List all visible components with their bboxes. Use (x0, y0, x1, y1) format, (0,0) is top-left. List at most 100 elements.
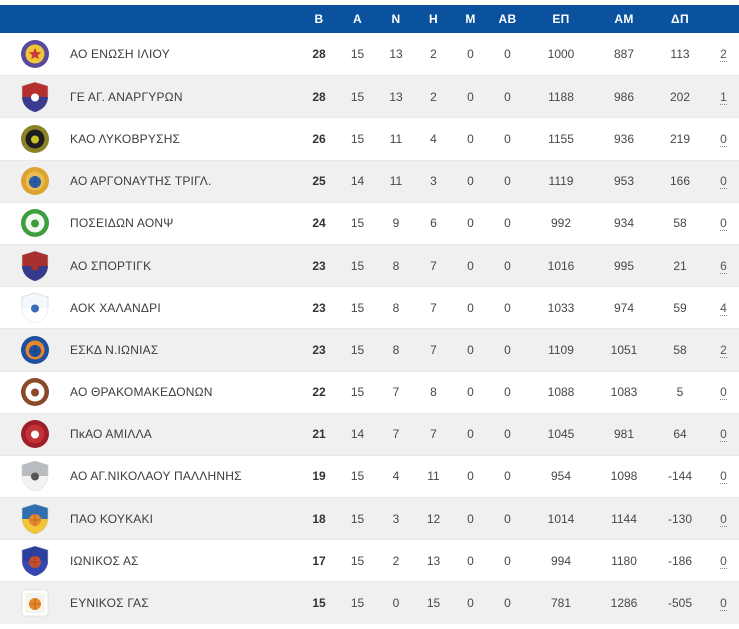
team-name-link[interactable]: ΑΟ ΑΓ.ΝΙΚΟΛΑΟΥ ΠΑΛΛΗΝΗΣ (70, 469, 242, 484)
extra-cell: 0 (708, 467, 739, 485)
stat-points-for: 1014 (547, 511, 575, 526)
stat-wins: 2 (392, 553, 400, 568)
table-row: ΑΟ ΣΠΟΡΤΙΓΚ 23 15 8 7 0 0 1016 995 21 6 (0, 243, 739, 287)
stat-losses: 7 (430, 427, 437, 442)
stat-forfeits: 0 (467, 427, 474, 442)
table-header-row: Β Α Ν Η Μ ΑΒ ΕΠ ΑΜ ΔΠ (0, 5, 739, 33)
stat-points-against: 1083 (610, 385, 638, 400)
extra-cell: 0 (708, 425, 739, 443)
team-name-link[interactable]: ΕΥΝΙΚΟΣ ΓΑΣ (70, 596, 149, 611)
team-name-link[interactable]: ΚΑΟ ΛΥΚΟΒΡΥΣΗΣ (70, 131, 181, 146)
stat-points-for: 994 (550, 553, 572, 568)
stat-forfeits: 0 (467, 47, 474, 62)
table-row: ΑΟ ΘΡΑΚΟΜΑΚΕΔΟΝΩΝ 22 15 7 8 0 0 1088 108… (0, 370, 739, 413)
extra-stat-tooltip-link[interactable]: 0 (720, 427, 727, 443)
column-header-Α: Α (353, 12, 362, 26)
stat-ab: 0 (504, 131, 511, 146)
stat-point-diff: 64 (673, 427, 687, 442)
table-row: ΠΑΟ ΚΟΥΚΑΚΙ 18 15 3 12 0 0 1014 1144 -13… (0, 497, 739, 540)
stat-forfeits: 0 (467, 174, 474, 189)
extra-stat-tooltip-link[interactable]: 0 (720, 131, 727, 147)
club-badge-amilla-icon (19, 418, 51, 450)
column-header-ΑΜ: ΑΜ (614, 12, 634, 26)
stat-forfeits: 0 (467, 511, 474, 526)
stat-point-diff: 58 (673, 216, 687, 231)
stat-point-diff: 21 (673, 258, 687, 273)
stat-forfeits: 0 (467, 342, 474, 357)
extra-stat-tooltip-link[interactable]: 6 (720, 258, 727, 274)
stat-ab: 0 (504, 258, 511, 273)
extra-cell: 0 (708, 130, 739, 148)
team-name-link[interactable]: ΠΟΣΕΙΔΩΝ ΑΟΝΨ (70, 216, 174, 231)
extra-stat-tooltip-link[interactable]: 0 (720, 596, 727, 612)
club-badge-lykovrysi-icon (19, 123, 51, 155)
extra-stat-tooltip-link[interactable]: 0 (720, 385, 727, 401)
club-badge-ionikos-icon (19, 545, 51, 577)
extra-cell: 0 (708, 172, 739, 190)
team-name-link[interactable]: ΕΣΚΔ Ν.ΙΩΝΙΑΣ (70, 342, 159, 357)
team-name-link[interactable]: ΑΟ ΘΡΑΚΟΜΑΚΕΔΟΝΩΝ (70, 385, 213, 400)
stat-losses: 8 (430, 385, 437, 400)
extra-stat-tooltip-link[interactable]: 4 (720, 300, 727, 316)
extra-stat-tooltip-link[interactable]: 0 (720, 469, 727, 485)
stat-points: 23 (312, 342, 326, 357)
stat-points-against: 981 (613, 427, 635, 442)
extra-cell: 0 (708, 214, 739, 232)
stat-losses: 12 (426, 511, 441, 526)
stat-ab: 0 (504, 342, 511, 357)
extra-cell: 2 (708, 45, 739, 63)
club-badge-chalandri-icon (19, 292, 51, 324)
extra-cell: 0 (708, 383, 739, 401)
stat-point-diff: -186 (667, 553, 693, 568)
stat-games: 14 (350, 427, 365, 442)
team-logo-cell (0, 503, 70, 535)
team-name-link[interactable]: ΑΟ ΣΠΟΡΤΙΓΚ (70, 258, 152, 273)
club-badge-poseidon-icon (19, 207, 51, 239)
table-row: ΓΕ ΑΓ. ΑΝΑΡΓΥΡΩΝ 28 15 13 2 0 0 1188 986… (0, 75, 739, 118)
stat-points-against: 974 (613, 300, 635, 315)
stat-wins: 4 (392, 469, 400, 484)
team-name-link[interactable]: ΑΟΚ ΧΑΛΑΝΔΡΙ (70, 300, 161, 315)
extra-cell: 0 (708, 594, 739, 612)
stat-points-for: 1155 (548, 131, 574, 146)
team-name-link[interactable]: ΓΕ ΑΓ. ΑΝΑΡΓΥΡΩΝ (70, 89, 183, 104)
extra-cell: 6 (708, 257, 739, 275)
extra-stat-tooltip-link[interactable]: 1 (720, 89, 727, 105)
team-name-link[interactable]: ΙΩΝΙΚΟΣ ΑΣ (70, 553, 139, 568)
extra-stat-tooltip-link[interactable]: 2 (720, 47, 727, 63)
stat-ab: 0 (504, 553, 511, 568)
stat-games: 15 (350, 258, 365, 273)
column-header-Ν: Ν (391, 12, 401, 26)
stat-ab: 0 (504, 385, 511, 400)
stat-losses: 7 (430, 342, 437, 357)
team-logo-cell (0, 376, 70, 408)
table-row: ΑΟ ΑΓ.ΝΙΚΟΛΑΟΥ ΠΑΛΛΗΝΗΣ 19 15 4 11 0 0 9… (0, 454, 739, 498)
team-name-link[interactable]: ΠΑΟ ΚΟΥΚΑΚΙ (70, 511, 154, 526)
extra-stat-tooltip-link[interactable]: 0 (720, 553, 727, 569)
club-badge-thrakomakedonon-icon (19, 376, 51, 408)
stat-forfeits: 0 (467, 89, 474, 104)
table-row: ΑΟΚ ΧΑΛΑΝΔΡΙ 23 15 8 7 0 0 1033 974 59 4 (0, 286, 739, 329)
extra-stat-tooltip-link[interactable]: 2 (720, 342, 727, 358)
stat-points: 25 (312, 174, 326, 189)
stat-forfeits: 0 (467, 469, 474, 484)
extra-stat-tooltip-link[interactable]: 0 (720, 174, 727, 190)
team-name-link[interactable]: ΑΟ ΕΝΩΣΗ ΙΛΙΟΥ (70, 47, 170, 62)
stat-losses: 3 (430, 174, 437, 189)
extra-cell: 0 (708, 552, 739, 570)
stat-points: 19 (312, 469, 326, 484)
stat-point-diff: -505 (667, 596, 693, 611)
stat-wins: 8 (392, 258, 400, 273)
stat-point-diff: 113 (670, 47, 690, 62)
team-name-link[interactable]: ΑΟ ΑΡΓΟΝΑΥΤΗΣ ΤΡΙΓΛ. (70, 174, 212, 189)
stat-points: 22 (312, 385, 326, 400)
team-logo-cell (0, 545, 70, 577)
table-row: ΚΑΟ ΛΥΚΟΒΡΥΣΗΣ 26 15 11 4 0 0 1155 936 2… (0, 117, 739, 160)
team-name-link[interactable]: ΠκΑΟ ΑΜΙΛΛΑ (70, 427, 152, 442)
stat-points-against: 1144 (611, 511, 637, 526)
extra-stat-tooltip-link[interactable]: 0 (720, 511, 727, 527)
column-header-ΕΠ: ΕΠ (552, 12, 570, 26)
extra-stat-tooltip-link[interactable]: 0 (720, 216, 727, 232)
stat-points-against: 1180 (611, 553, 637, 568)
stat-wins: 3 (392, 511, 400, 526)
